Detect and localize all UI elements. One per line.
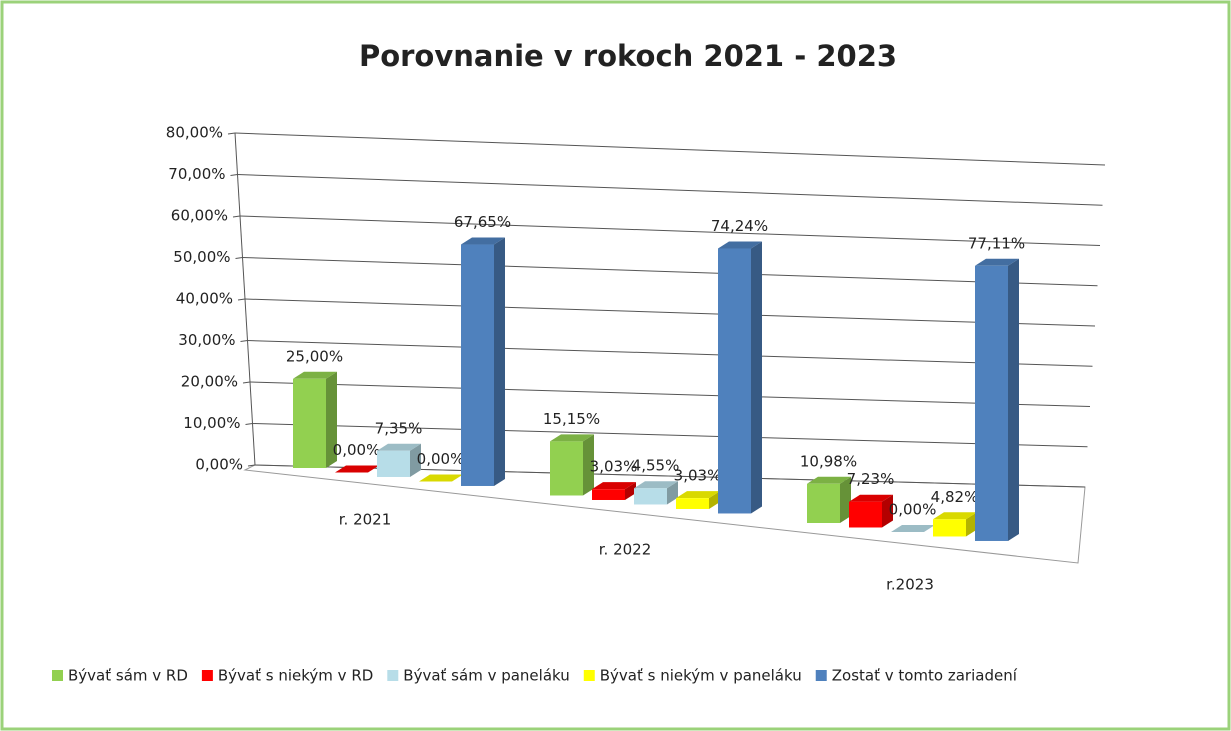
bar-side [882,494,893,528]
bar [634,488,667,505]
legend-label: Bývať sám v paneláku [403,667,569,685]
y-tick-label: 30,00% [178,331,235,349]
grid-line [252,423,1088,448]
y-tick [235,257,243,259]
y-tick-label: 10,00% [183,414,240,432]
legend-swatch [201,670,213,681]
bar [807,483,840,523]
bar [849,501,882,528]
x-tick-label: r. 2021 [339,511,392,529]
bar-top [676,491,720,499]
bar-side [494,237,505,486]
bar-top [461,237,505,245]
data-label: 4,82% [931,488,979,506]
grid-line [242,257,1098,287]
legend-swatch [583,670,595,681]
bar [592,489,625,500]
legend-label: Bývať s niekým v paneláku [600,667,802,685]
data-label: 3,03% [674,467,722,485]
y-tick-label: 60,00% [171,207,228,225]
bar-side [667,481,678,505]
bar-top [293,371,337,379]
data-label: 67,65% [454,213,511,231]
data-label: 0,00% [333,441,381,459]
chart-title: Porovnanie v rokoch 2021 - 2023 [359,39,897,73]
x-tick-label: r. 2022 [599,541,652,559]
bar-top [634,481,678,489]
grid-line [234,132,1106,166]
legend-label: Bývať s niekým v RD [218,667,373,685]
bar-top [975,258,1019,266]
bar [975,265,1008,541]
bar-top [849,494,893,502]
y-axis [234,132,256,466]
legend-swatch [52,670,63,681]
grid-line [244,298,1096,327]
legend-label: Zostať v tomto zariadení [832,667,1018,685]
bar [293,378,326,468]
data-label: 74,24% [711,217,768,235]
legend-swatch [815,670,827,681]
bar-side [840,476,851,523]
bar-top [933,512,977,520]
bar-top [592,482,636,490]
y-tick [242,381,251,384]
bar [461,244,494,486]
y-tick [245,423,253,425]
bar-side [326,371,337,468]
bar-top [718,241,762,249]
data-label: 0,00% [889,500,937,518]
bar-top [807,476,851,484]
bar [933,519,966,537]
y-tick [240,340,248,342]
y-tick-label: 20,00% [181,373,238,391]
bar-top [377,443,421,451]
grid-line [237,174,1103,206]
data-label: 3,03% [590,458,638,476]
grid-line [239,215,1101,246]
data-label: 7,35% [375,419,423,437]
data-label: 4,55% [632,457,680,475]
bar-top [335,465,379,473]
y-tick [247,464,256,467]
bar [676,498,709,509]
x-tick-label: r.2023 [886,576,934,594]
y-tick-label: 40,00% [176,290,233,308]
data-label: 7,23% [847,470,895,488]
y-tick-label: 70,00% [168,165,225,183]
data-label: 15,15% [543,410,600,428]
y-tick [232,215,241,218]
data-label: 77,11% [968,234,1025,252]
bar [377,450,410,477]
bar-side [1008,258,1019,541]
bar-side [751,241,762,514]
bar [550,441,583,496]
grid-line [247,340,1093,367]
data-label: 0,00% [417,450,465,468]
grid-line [249,381,1091,407]
data-label: 25,00% [286,347,343,365]
y-tick-label: 80,00% [166,124,223,142]
bar-side [583,434,594,496]
y-tick-label: 0,00% [195,456,243,474]
bar-top [891,524,935,532]
bar-top [419,474,463,482]
bar-side [966,512,977,537]
data-label: 10,98% [800,452,857,470]
y-tick [227,132,236,135]
bar [718,248,751,514]
bar-side [410,443,421,477]
bar-side [625,482,636,500]
legend-swatch [387,670,399,681]
legend-label: Bývať sám v RD [68,667,188,685]
y-tick-label: 50,00% [173,248,230,266]
bar-side [709,491,720,509]
y-tick [237,298,246,301]
bar-top [550,434,594,442]
y-tick [230,174,238,176]
